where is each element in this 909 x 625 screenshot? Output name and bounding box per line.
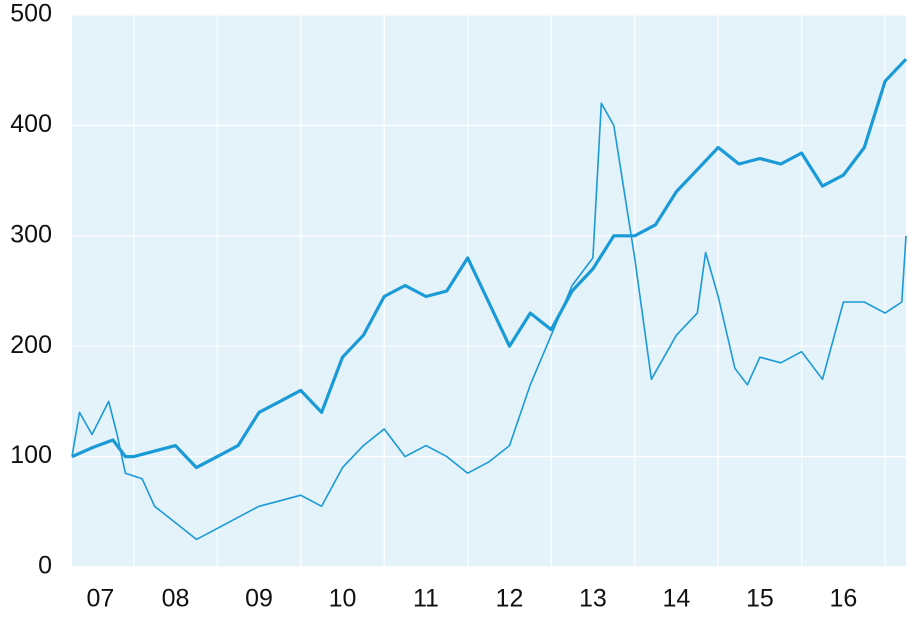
x-tick-label: 14 [663, 585, 691, 613]
y-tick-label: 300 [10, 220, 52, 248]
x-tick-label: 11 [413, 585, 439, 613]
x-tick-label: 08 [162, 585, 190, 613]
x-tick-label: 16 [829, 585, 857, 613]
x-tick-label: 10 [329, 585, 357, 613]
x-tick-label: 07 [86, 585, 114, 613]
plot-area [72, 15, 906, 567]
y-tick-label: 500 [10, 0, 52, 28]
data-line [71, 102, 907, 541]
x-tick-label: 09 [245, 585, 273, 613]
x-tick-label: 15 [746, 585, 774, 613]
y-tick-label: 400 [10, 110, 52, 138]
data-line [71, 58, 908, 470]
y-tick-label: 200 [10, 331, 52, 359]
y-tick-label: 100 [10, 441, 52, 469]
y-tick-label: 0 [38, 552, 52, 580]
x-tick-label: 12 [496, 585, 524, 613]
x-tick-label: 13 [579, 585, 607, 613]
